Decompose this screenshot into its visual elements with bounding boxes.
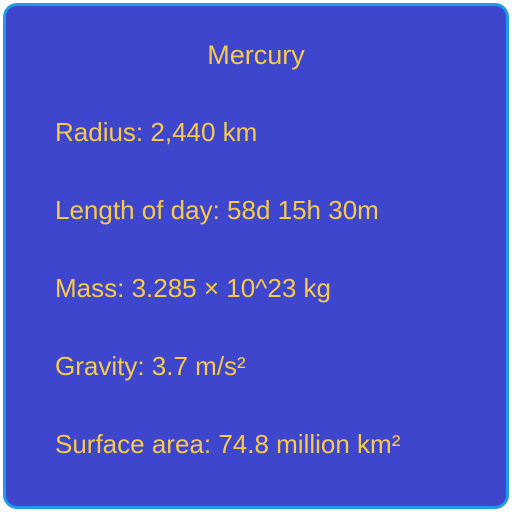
fact-mass: Mass: 3.285 × 10^23 kg xyxy=(55,273,331,303)
fact-surface-area: Surface area: 74.8 million km² xyxy=(55,429,401,459)
planet-title: Mercury xyxy=(207,40,305,70)
planet-info-card: Mercury Radius: 2,440 km Length of day: … xyxy=(3,3,509,509)
fact-radius: Radius: 2,440 km xyxy=(55,117,258,147)
fact-gravity: Gravity: 3.7 m/s² xyxy=(55,351,246,381)
fact-length-of-day: Length of day: 58d 15h 30m xyxy=(55,195,379,225)
